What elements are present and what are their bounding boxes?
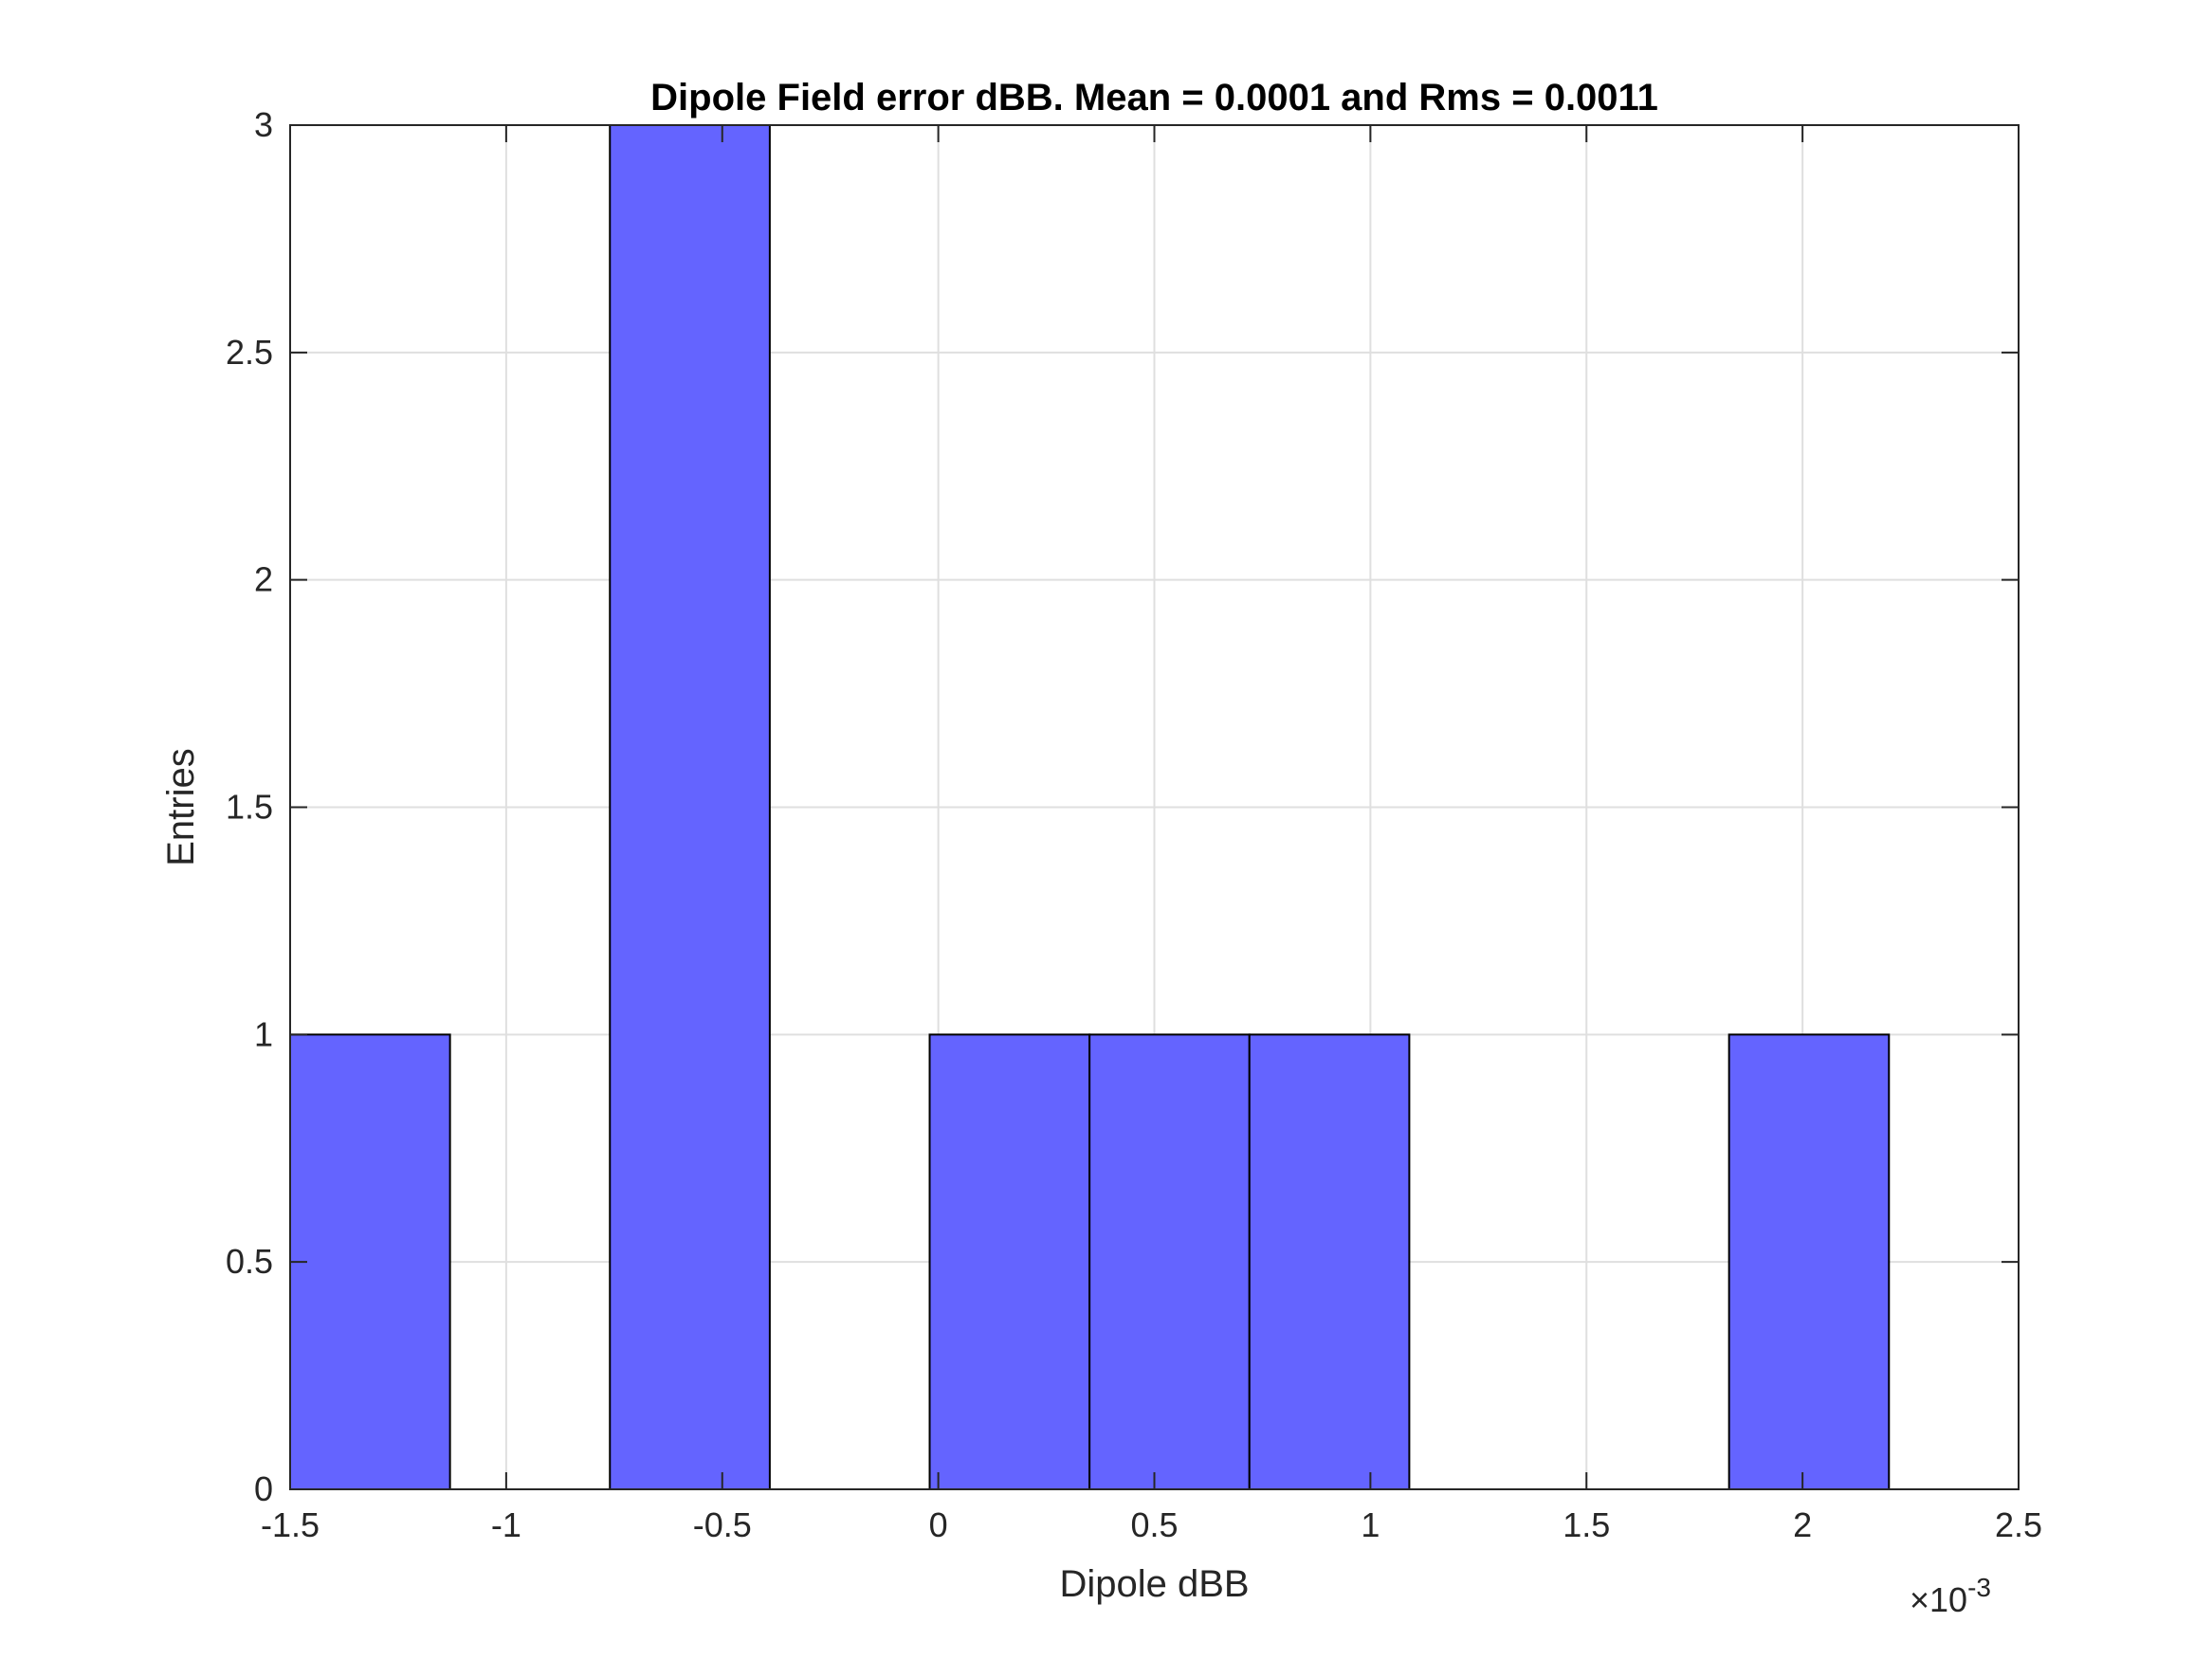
x-tick-label: -1.5 <box>261 1505 320 1544</box>
x-tick-label: -0.5 <box>693 1505 752 1544</box>
x-axis-exponent: ×10-3 <box>1910 1573 1991 1619</box>
x-tick-label: 2 <box>1793 1505 1812 1544</box>
y-tick-label: 3 <box>254 105 273 144</box>
y-tick-label: 1 <box>254 1014 273 1053</box>
y-tick-label: 2.5 <box>226 333 273 372</box>
x-tick-label: 2.5 <box>1995 1505 2042 1544</box>
x-tick-label: -1 <box>491 1505 521 1544</box>
histogram-bar-4 <box>1088 1033 1251 1491</box>
histogram-bar-6 <box>1728 1033 1891 1491</box>
x-tick-label: 0.5 <box>1130 1505 1178 1544</box>
x-tick-label: 1 <box>1361 1505 1380 1544</box>
y-tick-label: 2 <box>254 560 273 599</box>
axis-ticks <box>289 124 2020 1490</box>
x-axis-title: Dipole dBB <box>1059 1563 1249 1605</box>
histogram-bars <box>289 124 1891 1491</box>
histogram-bar-2 <box>609 124 771 1490</box>
y-tick-label: 1.5 <box>226 788 273 827</box>
x-tick-label: 1.5 <box>1563 1505 1610 1544</box>
y-tick-label: 0.5 <box>226 1242 273 1281</box>
histogram-bar-3 <box>928 1033 1091 1491</box>
y-tick-label: 0 <box>254 1469 273 1508</box>
x-axis-exponent-power: -3 <box>1967 1573 1991 1602</box>
x-tick-label: 0 <box>929 1505 948 1544</box>
histogram-bar-5 <box>1248 1033 1411 1491</box>
chart-title: Dipole Field error dBB. Mean = 0.0001 an… <box>650 77 1658 118</box>
grid-lines <box>289 124 2020 1490</box>
x-axis-exponent-base: ×10 <box>1910 1580 1967 1619</box>
y-axis-title: Entries <box>160 748 202 866</box>
y-tick-labels: 0 0.5 1 1.5 2 2.5 3 <box>226 105 273 1508</box>
histogram-bar-1 <box>289 1033 451 1491</box>
x-tick-labels: -1.5 -1 -0.5 0 0.5 1 1.5 2 2.5 <box>261 1505 2042 1544</box>
